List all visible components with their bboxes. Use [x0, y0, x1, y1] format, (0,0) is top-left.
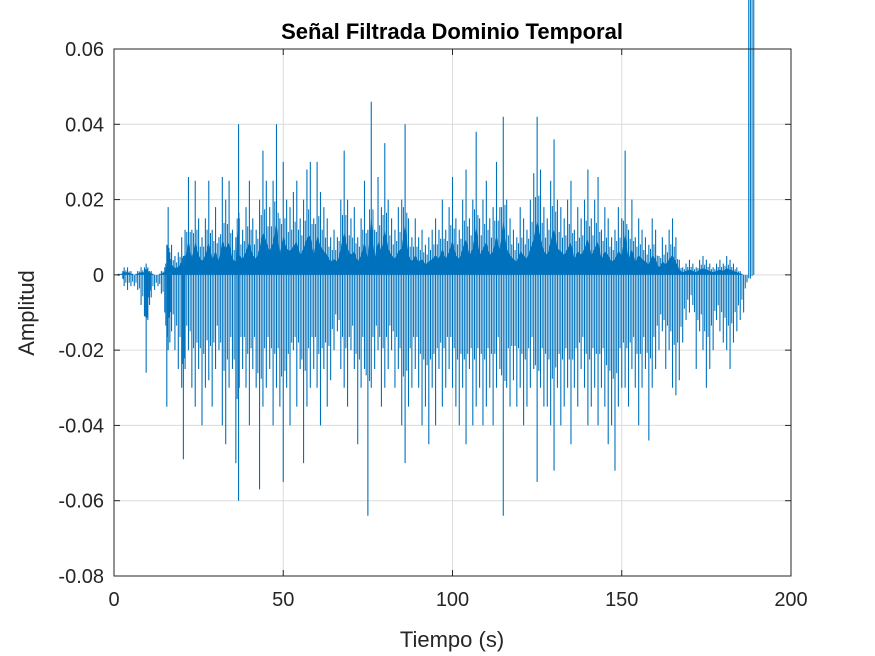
series-layer — [114, 0, 755, 516]
series-spikes — [117, 0, 755, 516]
y-tick-label: 0.06 — [65, 39, 104, 61]
y-tick-label: 0 — [93, 265, 104, 287]
y-tick-label: 0.04 — [65, 114, 104, 136]
y-tick-label: -0.02 — [58, 340, 104, 362]
y-axis-label: Amplitud — [14, 270, 39, 356]
y-tick-label: 0.02 — [65, 190, 104, 212]
x-tick-label: 100 — [436, 589, 469, 611]
x-tick-label: 50 — [272, 589, 294, 611]
x-tick-labels: 0 50 100 150 200 — [108, 589, 807, 611]
y-tick-label: -0.06 — [58, 491, 104, 513]
chart-title: Señal Filtrada Dominio Temporal — [281, 19, 623, 44]
x-tick-label: 200 — [774, 589, 807, 611]
y-tick-label: -0.04 — [58, 415, 104, 437]
series-envelope — [114, 214, 747, 275]
x-tick-label: 150 — [605, 589, 638, 611]
y-tick-label: -0.08 — [58, 566, 104, 588]
tick-marks — [113, 48, 792, 577]
x-tick-label: 0 — [108, 589, 119, 611]
y-tick-labels: 0.06 0.04 0.02 0 -0.02 -0.04 -0.06 -0.08 — [58, 39, 104, 588]
x-axis-label: Tiempo (s) — [400, 627, 504, 652]
